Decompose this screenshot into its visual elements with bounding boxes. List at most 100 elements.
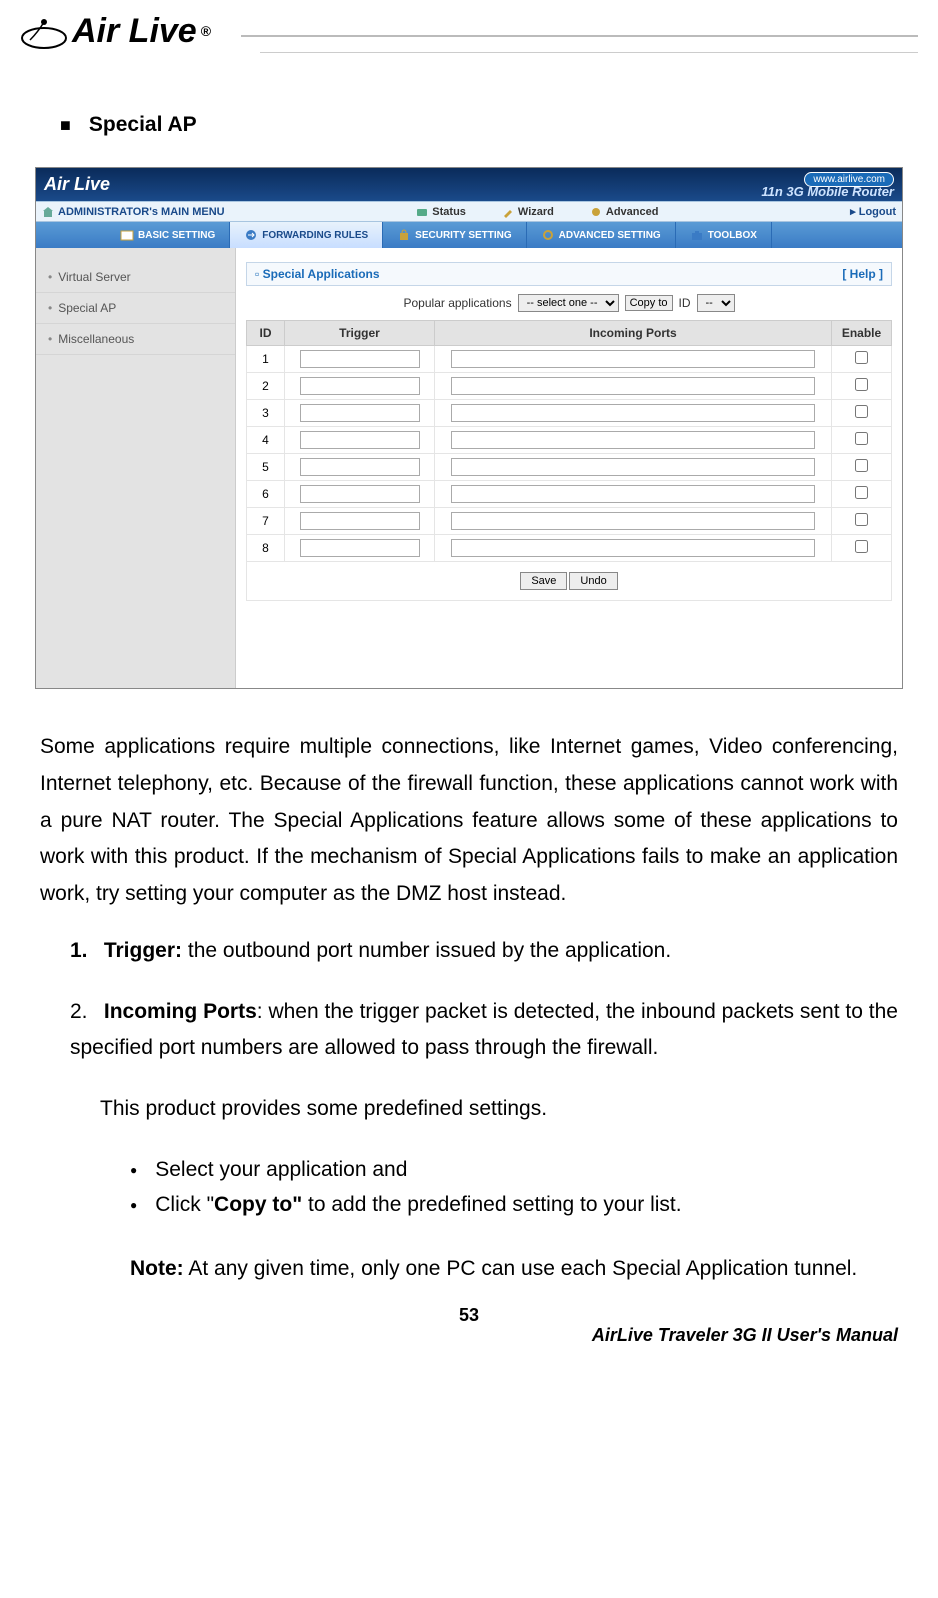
ss-body: Virtual Server Special AP Miscellaneous … <box>36 248 902 688</box>
ss-topbar: Air Live www.airlive.com 11n 3G Mobile R… <box>36 168 902 201</box>
incoming-input[interactable] <box>451 431 816 449</box>
cell-enable <box>832 535 892 562</box>
enable-checkbox[interactable] <box>855 405 868 418</box>
tab-basic[interactable]: BASIC SETTING <box>106 222 230 248</box>
nav-wizard-label: Wizard <box>518 206 554 218</box>
help-link[interactable]: [ Help ] <box>842 267 883 281</box>
cell-enable <box>832 400 892 427</box>
trigger-input[interactable] <box>300 512 420 530</box>
table-row: 2 <box>247 373 892 400</box>
enable-checkbox[interactable] <box>855 486 868 499</box>
popular-select[interactable]: -- select one -- <box>518 294 619 312</box>
cell-trigger <box>285 508 435 535</box>
nav-advanced[interactable]: Advanced <box>590 206 659 218</box>
trigger-input[interactable] <box>300 404 420 422</box>
sidebar-special-ap[interactable]: Special AP <box>36 293 235 324</box>
trigger-input[interactable] <box>300 377 420 395</box>
tab-security[interactable]: SECURITY SETTING <box>383 222 527 248</box>
wizard-icon <box>502 206 514 218</box>
nav-wizard[interactable]: Wizard <box>502 206 554 218</box>
cell-id: 2 <box>247 373 285 400</box>
sidebar-miscellaneous[interactable]: Miscellaneous <box>36 324 235 355</box>
cell-trigger <box>285 481 435 508</box>
logo-swoosh-icon <box>20 10 68 52</box>
bullet-2: Click "Copy to" to add the predefined se… <box>130 1187 898 1223</box>
cell-incoming <box>435 508 832 535</box>
tab-basic-label: BASIC SETTING <box>138 230 215 241</box>
status-icon <box>416 206 428 218</box>
note-text: Note: At any given time, only one PC can… <box>0 1251 938 1287</box>
cell-trigger <box>285 454 435 481</box>
cell-id: 1 <box>247 346 285 373</box>
trigger-input[interactable] <box>300 458 420 476</box>
cell-trigger <box>285 535 435 562</box>
page-footer: 53 AirLive Traveler 3G II User's Manual <box>0 1305 938 1346</box>
enable-checkbox[interactable] <box>855 513 868 526</box>
cell-enable <box>832 481 892 508</box>
incoming-input[interactable] <box>451 377 816 395</box>
sidebar-virtual-server[interactable]: Virtual Server <box>36 262 235 293</box>
undo-button[interactable]: Undo <box>569 572 617 590</box>
table-row: 1 <box>247 346 892 373</box>
enable-checkbox[interactable] <box>855 378 868 391</box>
enable-checkbox[interactable] <box>855 432 868 445</box>
table-row: 4 <box>247 427 892 454</box>
note-body: At any given time, only one PC can use e… <box>184 1257 858 1280</box>
special-apps-table: ID Trigger Incoming Ports Enable 1234567… <box>246 320 892 562</box>
table-row: 3 <box>247 400 892 427</box>
trigger-input[interactable] <box>300 539 420 557</box>
incoming-input[interactable] <box>451 512 816 530</box>
incoming-input[interactable] <box>451 485 816 503</box>
intro-paragraph: Some applications require multiple conne… <box>0 729 938 913</box>
incoming-input[interactable] <box>451 350 816 368</box>
cell-enable <box>832 508 892 535</box>
advanced-icon <box>590 206 602 218</box>
note-bold: Note: <box>130 1257 184 1280</box>
enable-checkbox[interactable] <box>855 351 868 364</box>
tab-toolbox-label: TOOLBOX <box>708 230 757 241</box>
save-button[interactable]: Save <box>520 572 567 590</box>
bullet2-post: to add the predefined setting to your li… <box>302 1193 681 1216</box>
cell-incoming <box>435 454 832 481</box>
enable-checkbox[interactable] <box>855 459 868 472</box>
security-tab-icon <box>397 229 411 241</box>
trigger-input[interactable] <box>300 431 420 449</box>
item2-num: 2. <box>70 994 98 1031</box>
bullet-1: Select your application and <box>130 1152 898 1188</box>
cell-id: 3 <box>247 400 285 427</box>
home-icon <box>42 206 54 218</box>
item1-bold: Trigger: <box>104 939 182 962</box>
col-enable: Enable <box>832 321 892 346</box>
nav-logout[interactable]: ▸ Logout <box>850 205 896 218</box>
tab-advanced[interactable]: ADVANCED SETTING <box>527 222 676 248</box>
numbered-list: 1. Trigger: the outbound port number iss… <box>0 933 938 1067</box>
cell-trigger <box>285 400 435 427</box>
cell-id: 8 <box>247 535 285 562</box>
cell-trigger <box>285 346 435 373</box>
panel-header: ▫ Special Applications [ Help ] <box>246 262 892 286</box>
trigger-input[interactable] <box>300 350 420 368</box>
bullet-list: Select your application and Click "Copy … <box>0 1152 938 1223</box>
page-header: Air Live ® <box>0 0 938 52</box>
tab-forwarding[interactable]: FORWARDING RULES <box>230 222 383 248</box>
cell-id: 6 <box>247 481 285 508</box>
cell-incoming <box>435 400 832 427</box>
id-label: ID <box>679 296 691 310</box>
cell-incoming <box>435 346 832 373</box>
copy-to-button[interactable]: Copy to <box>625 295 673 311</box>
trigger-input[interactable] <box>300 485 420 503</box>
cell-enable <box>832 373 892 400</box>
nav-status[interactable]: Status <box>416 206 466 218</box>
router-ui-screenshot: Air Live www.airlive.com 11n 3G Mobile R… <box>35 167 903 689</box>
enable-checkbox[interactable] <box>855 540 868 553</box>
footer-title: AirLive Traveler 3G II User's Manual <box>592 1325 898 1346</box>
incoming-input[interactable] <box>451 458 816 476</box>
id-select[interactable]: -- <box>697 294 735 312</box>
incoming-input[interactable] <box>451 539 816 557</box>
cell-incoming <box>435 373 832 400</box>
tabs-row: BASIC SETTING FORWARDING RULES SECURITY … <box>36 222 902 248</box>
tab-toolbox[interactable]: TOOLBOX <box>676 222 772 248</box>
col-id: ID <box>247 321 285 346</box>
bullet2-pre: Click " <box>155 1193 214 1216</box>
incoming-input[interactable] <box>451 404 816 422</box>
